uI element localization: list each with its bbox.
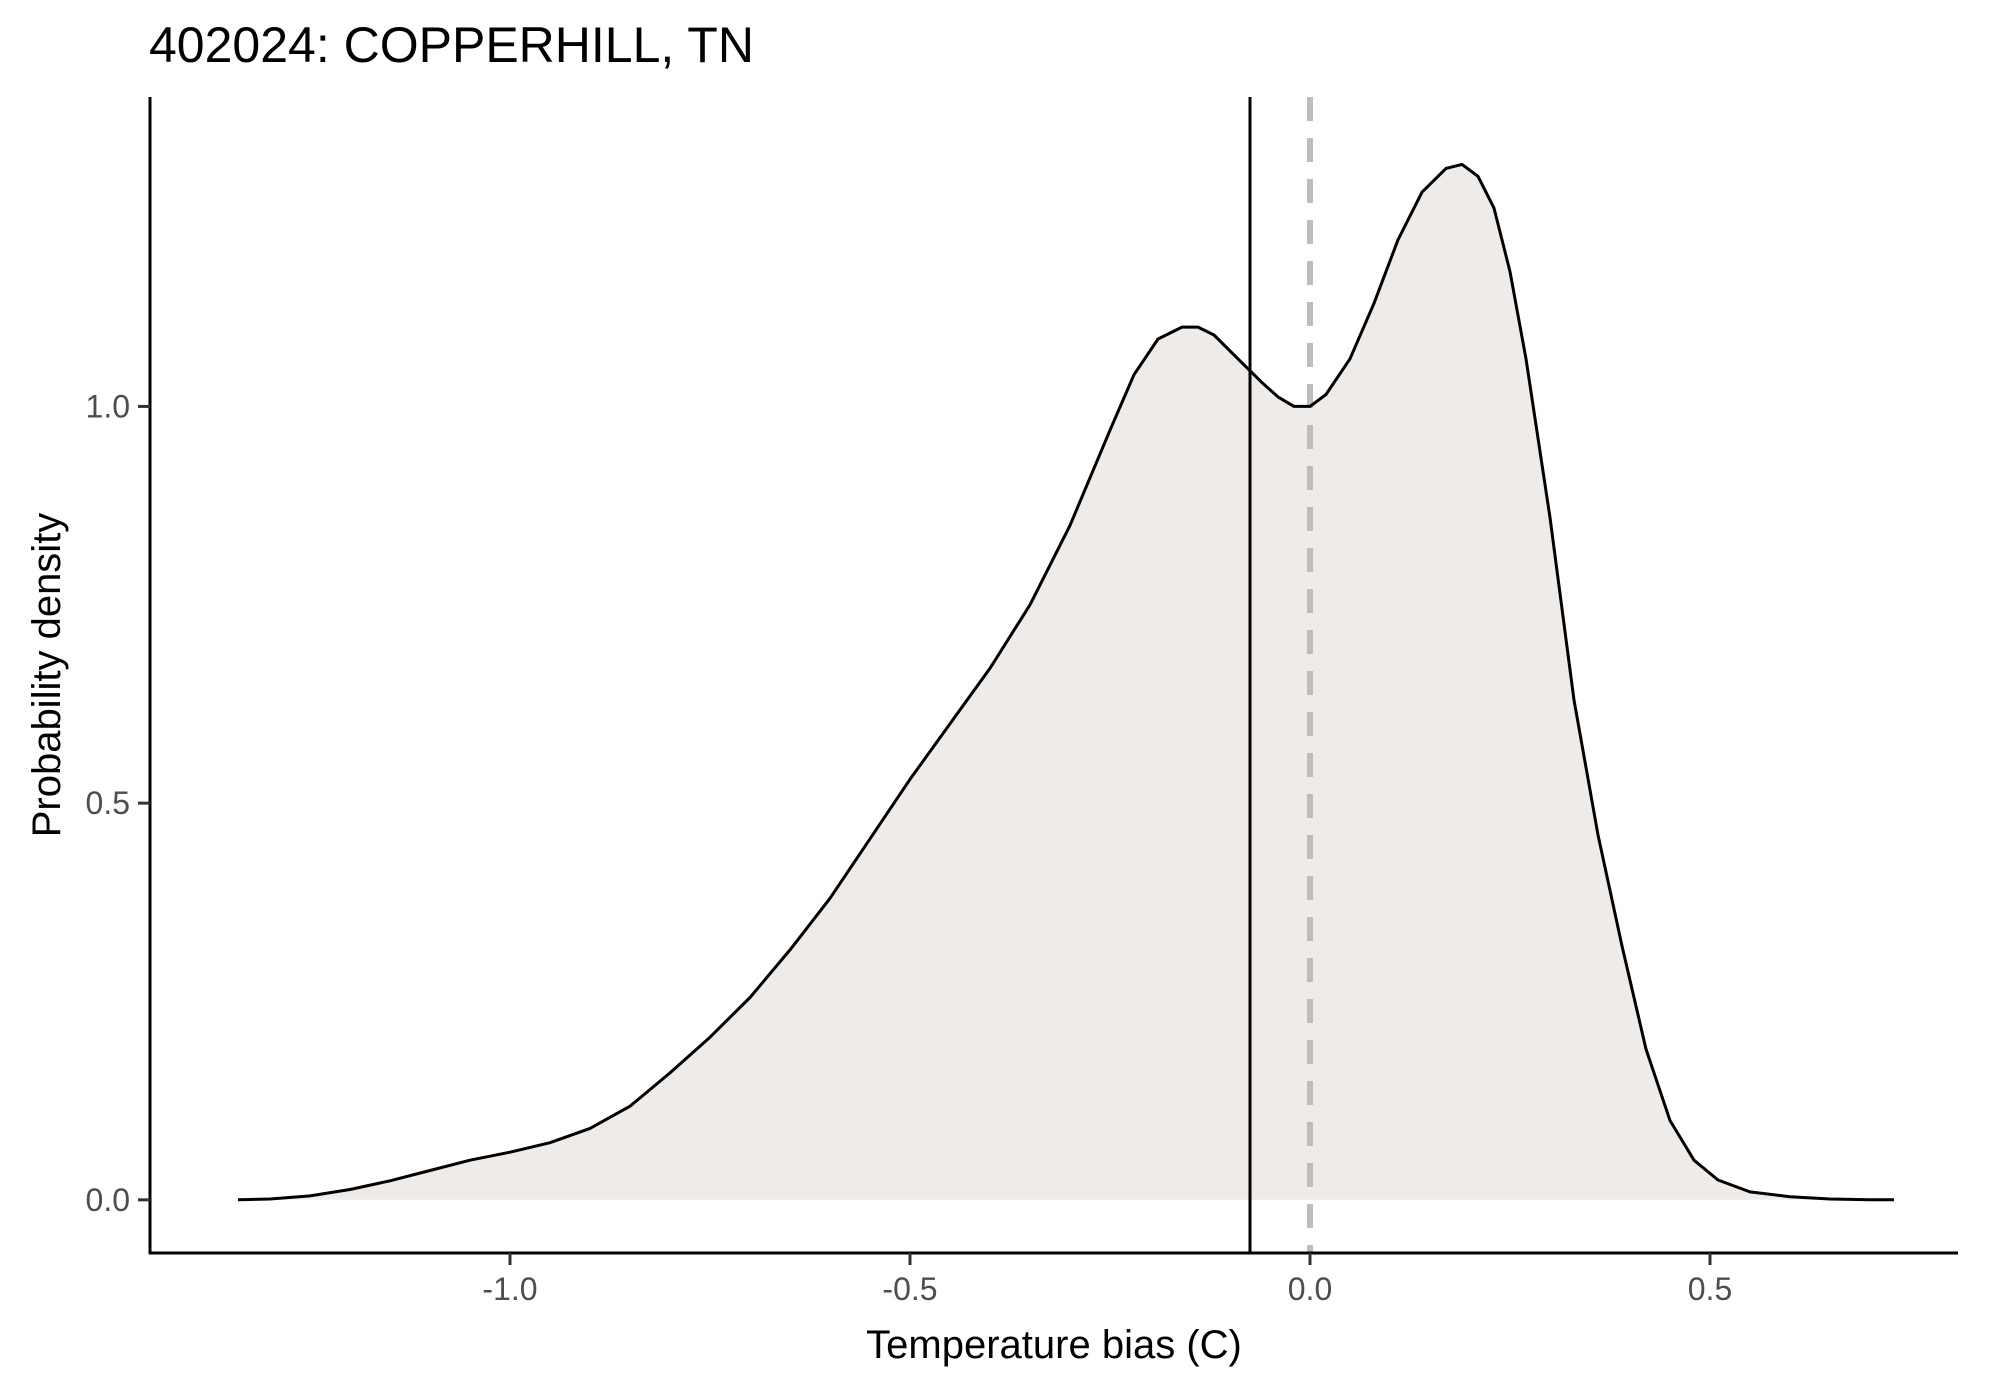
x-axis-title: Temperature bias (C) [866, 1323, 1242, 1367]
x-tick-label: -1.0 [482, 1271, 537, 1307]
density-area [238, 164, 1894, 1200]
x-axis-ticks: -1.0 -0.5 0.0 0.5 [482, 1253, 1732, 1307]
y-tick-label: 0.5 [86, 785, 130, 821]
x-tick-label: 0.5 [1688, 1271, 1732, 1307]
x-tick-label: -0.5 [882, 1271, 937, 1307]
y-axis-title: Probability density [25, 513, 69, 838]
density-curve [237, 162, 1894, 1202]
x-tick-label: 0.0 [1288, 1271, 1332, 1307]
y-tick-label: 1.0 [86, 388, 130, 424]
y-tick-label: 0.0 [86, 1182, 130, 1218]
chart-title: 402024: COPPERHILL, TN [149, 17, 754, 73]
plot-area [237, 97, 1894, 1253]
y-axis-ticks: 0.0 0.5 1.0 [86, 388, 150, 1218]
